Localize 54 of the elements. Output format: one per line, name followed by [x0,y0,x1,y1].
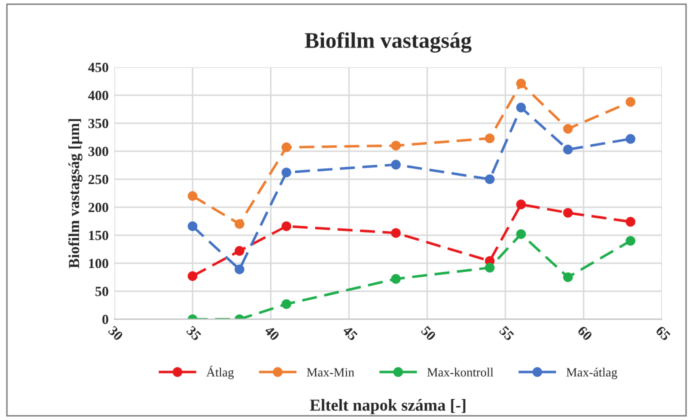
x-tick-label: 65 [655,325,671,342]
point [484,174,495,184]
point [282,142,292,152]
point [282,299,292,309]
point [563,144,573,154]
y-tick-label: 450 [88,62,108,72]
point [563,272,573,282]
y-tick-label: 400 [88,90,108,100]
point [391,140,401,150]
legend-label: Max-átlag [566,368,618,380]
point [188,221,198,232]
x-tick-label: 30 [108,325,124,342]
point [391,274,401,284]
y-tick-label: 50 [95,286,108,296]
chart-title: Biofilm vastagság [304,32,472,53]
point [282,221,292,232]
x-tick-label: 60 [577,325,593,342]
point [188,191,198,201]
x-tick-label: 55 [498,326,514,342]
y-tick-label: 350 [88,118,108,128]
point [484,133,495,144]
legend-label: Átlag [206,366,234,380]
point [516,200,526,210]
legend-label: Max-Min [306,368,354,377]
y-tick-label: 150 [89,230,108,240]
point [626,236,636,246]
x-tick-label: 40 [264,325,280,342]
y-tick-label: 200 [88,202,108,212]
point [188,271,198,281]
point [234,246,244,256]
point [391,160,401,170]
legend-label: Max-kontroll [427,368,494,377]
point [516,78,526,88]
y-tick-label: 100 [89,258,108,268]
y-tick-label: 250 [88,174,108,184]
point [391,228,401,238]
point [563,124,573,134]
x-tick-label: 45 [342,325,358,342]
point [516,229,526,239]
point [626,216,636,227]
x-tick-label: 50 [420,325,436,342]
x-tick-label: 35 [186,325,202,342]
point [563,208,573,218]
point [516,102,526,112]
x-axis-title: Eltelt napok száma [-] [310,399,466,414]
point [626,134,636,144]
point [282,168,292,178]
y-axis-title: Biofilm vastagság [µm] [68,119,82,268]
point [484,262,495,273]
y-tick-label: 300 [88,146,108,156]
point [234,219,244,229]
point [234,264,244,274]
point [626,97,636,107]
y-tick-label: 0 [102,314,108,324]
